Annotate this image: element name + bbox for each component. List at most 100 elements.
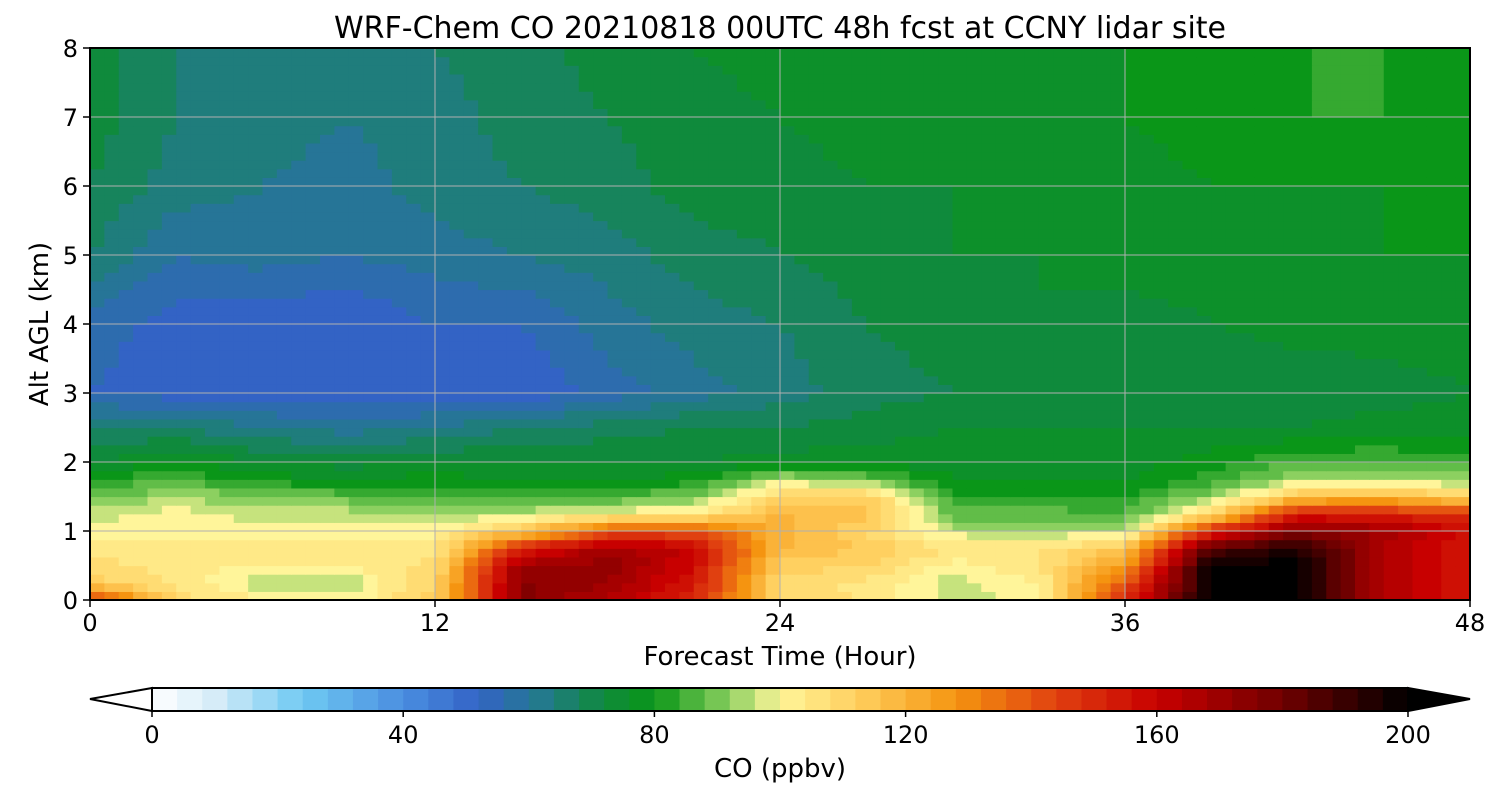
heatmap-cell xyxy=(90,479,105,489)
heatmap-cell xyxy=(133,349,149,360)
heatmap-cell xyxy=(1455,462,1470,472)
heatmap-cell xyxy=(205,289,220,299)
heatmap-cell xyxy=(1110,151,1126,161)
heatmap-cell xyxy=(90,194,105,204)
heatmap-cell xyxy=(190,393,206,403)
heatmap-cell xyxy=(1254,496,1270,506)
heatmap-cell xyxy=(851,427,867,437)
heatmap-cell xyxy=(248,315,264,325)
heatmap-cell xyxy=(794,375,810,385)
heatmap-cell xyxy=(593,237,609,247)
heatmap-cell xyxy=(1125,574,1140,584)
heatmap-cell xyxy=(1340,462,1356,472)
heatmap-cell xyxy=(995,591,1011,600)
heatmap-cell xyxy=(305,427,321,437)
heatmap-cell xyxy=(1125,332,1140,342)
heatmap-cell xyxy=(377,349,393,360)
heatmap-cell xyxy=(406,220,422,230)
heatmap-cell xyxy=(262,462,278,472)
heatmap-cell xyxy=(248,194,264,204)
heatmap-cell xyxy=(1268,229,1284,239)
heatmap-cell xyxy=(1426,186,1442,196)
heatmap-cell xyxy=(708,418,724,429)
heatmap-cell xyxy=(593,358,609,368)
heatmap-cell xyxy=(1110,194,1126,204)
heatmap-cell xyxy=(492,470,508,480)
heatmap-cell xyxy=(578,298,594,308)
heatmap-cell xyxy=(837,410,853,420)
heatmap-cell xyxy=(751,531,767,541)
heatmap-cell xyxy=(1010,177,1025,187)
heatmap-cell xyxy=(722,341,738,351)
heatmap-cell xyxy=(1010,444,1025,454)
heatmap-cell xyxy=(621,470,637,480)
heatmap-cell xyxy=(1168,237,1184,247)
heatmap-cell xyxy=(866,384,882,394)
heatmap-cell xyxy=(420,151,436,161)
heatmap-cell xyxy=(1196,470,1212,480)
heatmap-cell xyxy=(966,272,982,282)
heatmap-cell xyxy=(1426,410,1442,420)
heatmap-cell xyxy=(377,574,393,584)
heatmap-cell xyxy=(1355,479,1370,489)
heatmap-cell xyxy=(1024,393,1040,403)
heatmap-cell xyxy=(1211,324,1227,334)
heatmap-cell xyxy=(291,418,307,429)
heatmap-cell xyxy=(1297,177,1313,187)
heatmap-cell xyxy=(1053,306,1069,316)
heatmap-cell xyxy=(564,272,580,282)
heatmap-cell xyxy=(420,255,436,265)
heatmap-cell xyxy=(1038,591,1054,600)
heatmap-cell xyxy=(564,177,580,187)
heatmap-cell xyxy=(478,315,494,325)
heatmap-cell xyxy=(1455,220,1470,230)
heatmap-cell xyxy=(1125,358,1140,368)
heatmap-cell xyxy=(708,177,724,187)
heatmap-cell xyxy=(118,358,134,368)
heatmap-cell xyxy=(90,289,105,299)
heatmap-cell xyxy=(866,151,882,161)
heatmap-cell xyxy=(1010,401,1025,411)
heatmap-cell xyxy=(104,263,120,273)
heatmap-cell xyxy=(262,229,278,239)
heatmap-cell xyxy=(118,203,134,213)
heatmap-cell xyxy=(219,186,235,196)
heatmap-cell xyxy=(521,565,537,575)
heatmap-cell xyxy=(1081,453,1097,463)
heatmap-cell xyxy=(722,186,738,196)
heatmap-cell xyxy=(1081,410,1097,420)
heatmap-cell xyxy=(679,462,695,472)
heatmap-cell xyxy=(780,315,795,325)
heatmap-cell xyxy=(1240,436,1255,446)
heatmap-cell xyxy=(780,358,795,368)
heatmap-cell xyxy=(363,358,379,368)
heatmap-cell xyxy=(909,436,925,446)
heatmap-cell xyxy=(276,306,292,316)
heatmap-cell xyxy=(535,349,551,360)
heatmap-cell xyxy=(463,531,479,541)
heatmap-cell xyxy=(104,194,120,204)
heatmap-cell xyxy=(866,522,882,532)
heatmap-cell xyxy=(1240,427,1255,437)
heatmap-cell xyxy=(1283,298,1299,308)
heatmap-cell xyxy=(636,194,652,204)
heatmap-cell xyxy=(348,427,364,437)
heatmap-cell xyxy=(1182,246,1198,256)
heatmap-cell xyxy=(693,151,709,161)
heatmap-cell xyxy=(1196,574,1212,584)
heatmap-cell xyxy=(1211,418,1227,429)
heatmap-cell xyxy=(1369,263,1385,273)
heatmap-cell xyxy=(118,513,134,523)
heatmap-cell xyxy=(334,272,350,282)
heatmap-cell xyxy=(909,479,925,489)
heatmap-cell xyxy=(837,591,853,600)
heatmap-cell xyxy=(1240,591,1255,600)
heatmap-cell xyxy=(981,565,997,575)
heatmap-cell xyxy=(1010,548,1025,558)
heatmap-cell xyxy=(1340,211,1356,222)
heatmap-cell xyxy=(205,531,220,541)
heatmap-cell xyxy=(765,298,781,308)
heatmap-cell xyxy=(1053,401,1069,411)
heatmap-cell xyxy=(1038,487,1054,498)
heatmap-cell xyxy=(406,487,422,498)
